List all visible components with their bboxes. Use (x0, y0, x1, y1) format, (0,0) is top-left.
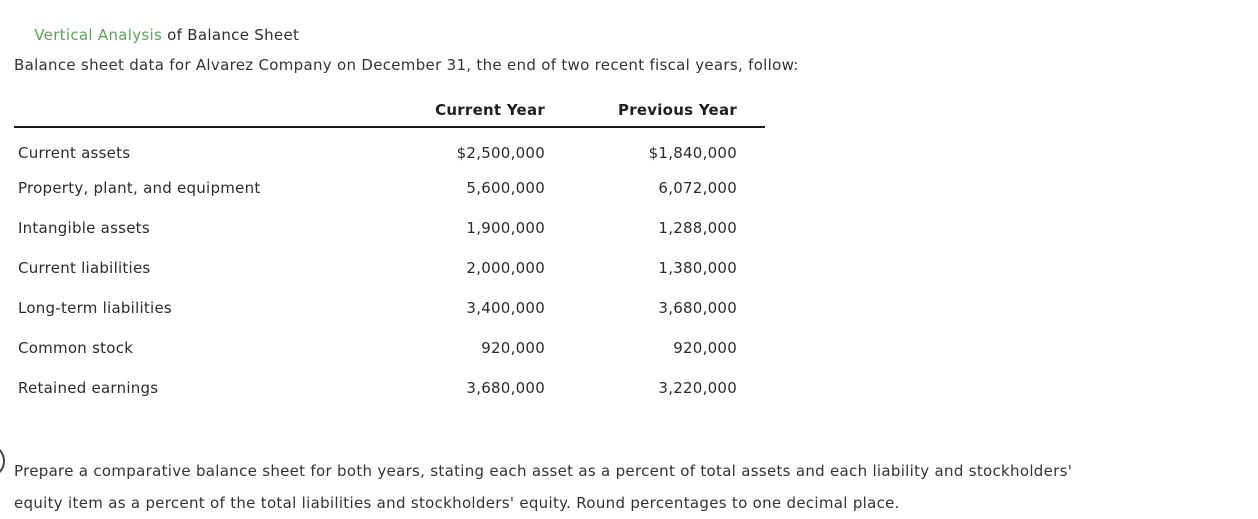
instruction-line-2: equity item as a percent of the total li… (14, 494, 900, 512)
table-row-retained-earnings: Retained earnings 3,680,000 3,220,000 (14, 368, 765, 408)
row-label: Retained earnings (18, 379, 159, 397)
clipped-bullet-circle-icon (0, 444, 5, 478)
current-year-value: 3,400,000 (466, 299, 545, 317)
row-label: Current assets (18, 144, 131, 162)
title-highlight: Vertical Analysis (34, 26, 163, 44)
row-label: Intangible assets (18, 219, 150, 237)
previous-year-value: 920,000 (673, 339, 737, 357)
previous-year-value: 6,072,000 (658, 179, 737, 197)
table-header-row: Current Year Previous Year (14, 92, 765, 128)
row-label: Common stock (18, 339, 134, 357)
previous-year-value: 3,220,000 (658, 379, 737, 397)
previous-year-value: $1,840,000 (648, 144, 737, 162)
table-row-property-plant-equipment: Property, plant, and equipment 5,600,000… (14, 168, 765, 208)
balance-sheet-table: Current Year Previous Year Current asset… (14, 92, 765, 408)
table-row-intangible-assets: Intangible assets 1,900,000 1,288,000 (14, 208, 765, 248)
intro-text: Balance sheet data for Alvarez Company o… (14, 56, 799, 74)
column-header-previous-year: Previous Year (545, 92, 765, 128)
current-year-value: 920,000 (481, 339, 545, 357)
instruction-block: Prepare a comparative balance sheet for … (0, 444, 1254, 519)
table-row-current-liabilities: Current liabilities 2,000,000 1,380,000 (14, 248, 765, 288)
row-label: Long-term liabilities (18, 299, 172, 317)
row-label: Current liabilities (18, 259, 151, 277)
current-year-value: 2,000,000 (466, 259, 545, 277)
title-rest: of Balance Sheet (162, 26, 300, 44)
current-year-value: 1,900,000 (466, 219, 545, 237)
current-year-value: $2,500,000 (456, 144, 545, 162)
column-header-current-year: Current Year (404, 92, 545, 128)
current-year-value: 5,600,000 (466, 179, 545, 197)
previous-year-value: 1,288,000 (658, 219, 737, 237)
current-year-value: 3,680,000 (466, 379, 545, 397)
column-header-blank (14, 92, 404, 128)
table-row-current-assets: Current assets $2,500,000 $1,840,000 (14, 128, 765, 168)
previous-year-value: 3,680,000 (658, 299, 737, 317)
table-row-common-stock: Common stock 920,000 920,000 (14, 328, 765, 368)
previous-year-value: 1,380,000 (658, 259, 737, 277)
table-row-long-term-liabilities: Long-term liabilities 3,400,000 3,680,00… (14, 288, 765, 328)
row-label: Property, plant, and equipment (18, 179, 261, 197)
page-title: Vertical Analysis of Balance Sheet (14, 8, 299, 62)
instruction-line-1: Prepare a comparative balance sheet for … (14, 462, 1073, 480)
